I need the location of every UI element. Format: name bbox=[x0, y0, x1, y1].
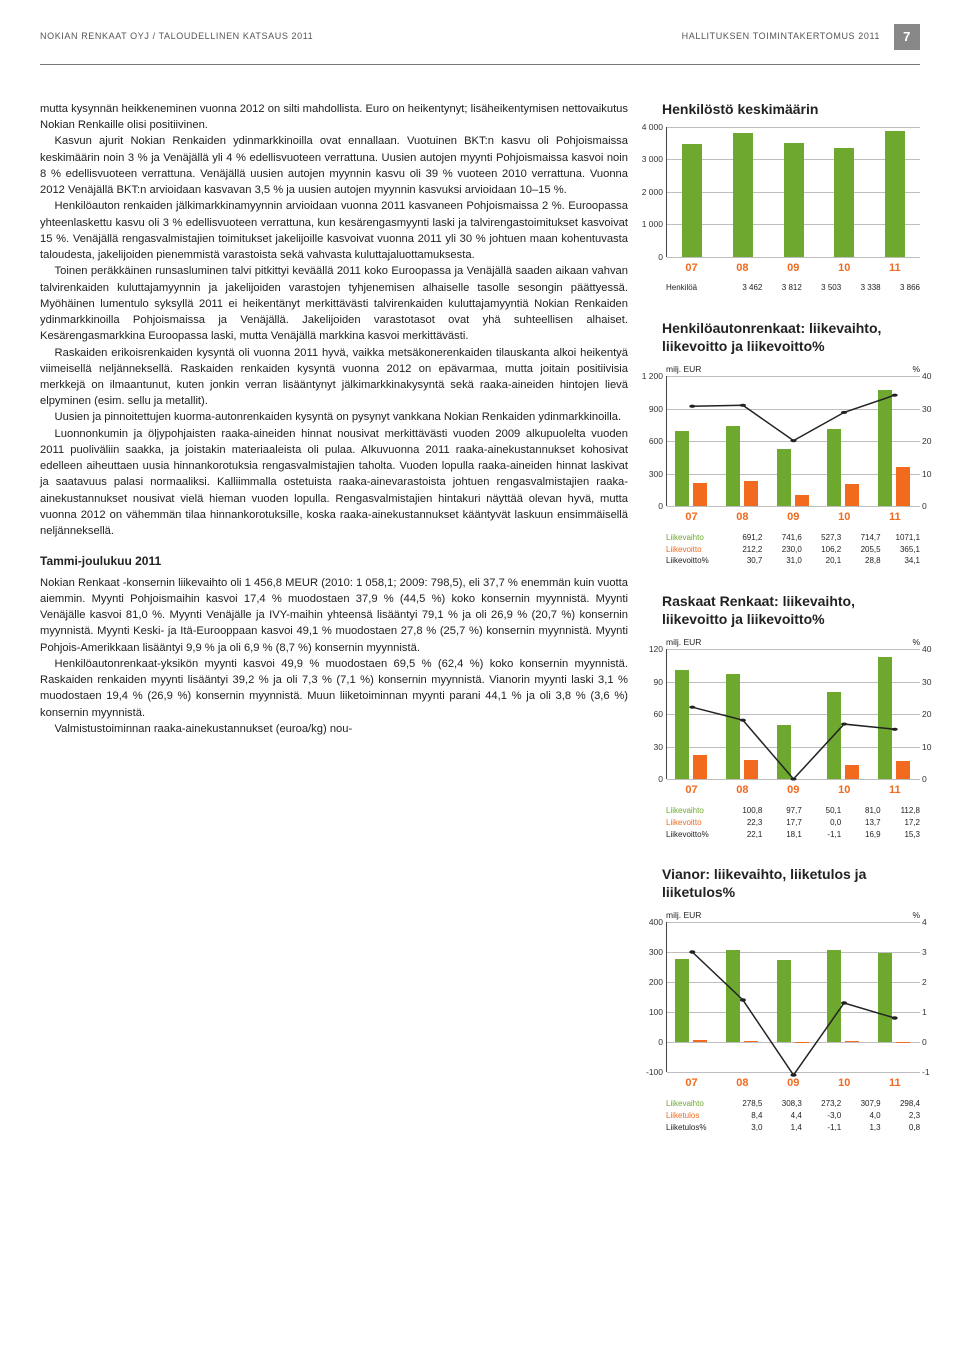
chart2-xlabels: 0708091011 bbox=[666, 510, 920, 526]
chart2-data: Liikevaihto691,2741,6527,3714,71071,1Lii… bbox=[666, 532, 920, 567]
chart1-plot: 4 0003 0002 0001 0000 bbox=[666, 127, 920, 257]
header-left: NOKIAN RENKAAT OYJ / TALOUDELLINEN KATSA… bbox=[40, 30, 313, 43]
body-p10: Valmistustoiminnan raaka-ainekustannukse… bbox=[40, 721, 628, 737]
body-p6: Uusien ja pinnoitettujen kuorma-autonren… bbox=[40, 409, 628, 425]
chart4-xlabels: 0708091011 bbox=[666, 1076, 920, 1092]
chart-henkilosto: Henkilöstö keskimäärin 4 0003 0002 0001 … bbox=[662, 101, 920, 294]
chart3-xlabels: 0708091011 bbox=[666, 783, 920, 799]
body-p2: Kasvun ajurit Nokian Renkaiden ydinmarkk… bbox=[40, 133, 628, 198]
page-number: 7 bbox=[894, 24, 920, 50]
heading-tammi: Tammi-joulukuu 2011 bbox=[40, 553, 628, 570]
chart-henkiloautonrenkaat: Henkilöautonrenkaat: liikevaihto, liikev… bbox=[662, 320, 920, 567]
chart1-data: Henkilöä3 4623 8123 5033 3383 866 bbox=[666, 282, 920, 294]
chart3-data: Liikevaihto100,897,750,181,0112,8Liikevo… bbox=[666, 805, 920, 840]
header-rule bbox=[40, 64, 920, 65]
chart2-plot: 1 2004090030600203001000 bbox=[666, 376, 920, 506]
chart4-plot: 400430032002100100-100-1 bbox=[666, 922, 920, 1072]
body-p5: Raskaiden erikoisrenkaiden kysyntä oli v… bbox=[40, 345, 628, 410]
chart4-data: Liikevaihto278,5308,3273,2307,9298,4Liik… bbox=[666, 1098, 920, 1133]
body-p3: Henkilöauton renkaiden jälkimarkkinamyyn… bbox=[40, 198, 628, 263]
header-right: HALLITUKSEN TOIMINTAKERTOMUS 2011 bbox=[682, 30, 880, 43]
chart-raskaat: Raskaat Renkaat: liikevaihto, liikevoitt… bbox=[662, 593, 920, 840]
chart1-xlabels: 0708091011 bbox=[666, 261, 920, 277]
body-p1: mutta kysynnän heikkeneminen vuonna 2012… bbox=[40, 101, 628, 133]
body-p7: Luonnonkumin ja öljypohjaisten raaka-ain… bbox=[40, 426, 628, 540]
charts-column: Henkilöstö keskimäärin 4 0003 0002 0001 … bbox=[662, 101, 920, 1159]
chart3-plot: 1204090306020301000 bbox=[666, 649, 920, 779]
body-p9: Henkilöautonrenkaat-yksikön myynti kasvo… bbox=[40, 656, 628, 721]
body-text-column: mutta kysynnän heikkeneminen vuonna 2012… bbox=[40, 101, 628, 1159]
chart-vianor: Vianor: liikevaihto, liiketulos ja liike… bbox=[662, 866, 920, 1133]
body-p8: Nokian Renkaat -konsernin liikevaihto ol… bbox=[40, 575, 628, 656]
body-p4: Toinen peräkkäinen runsasluminen talvi p… bbox=[40, 263, 628, 344]
page-header: NOKIAN RENKAAT OYJ / TALOUDELLINEN KATSA… bbox=[40, 24, 920, 50]
